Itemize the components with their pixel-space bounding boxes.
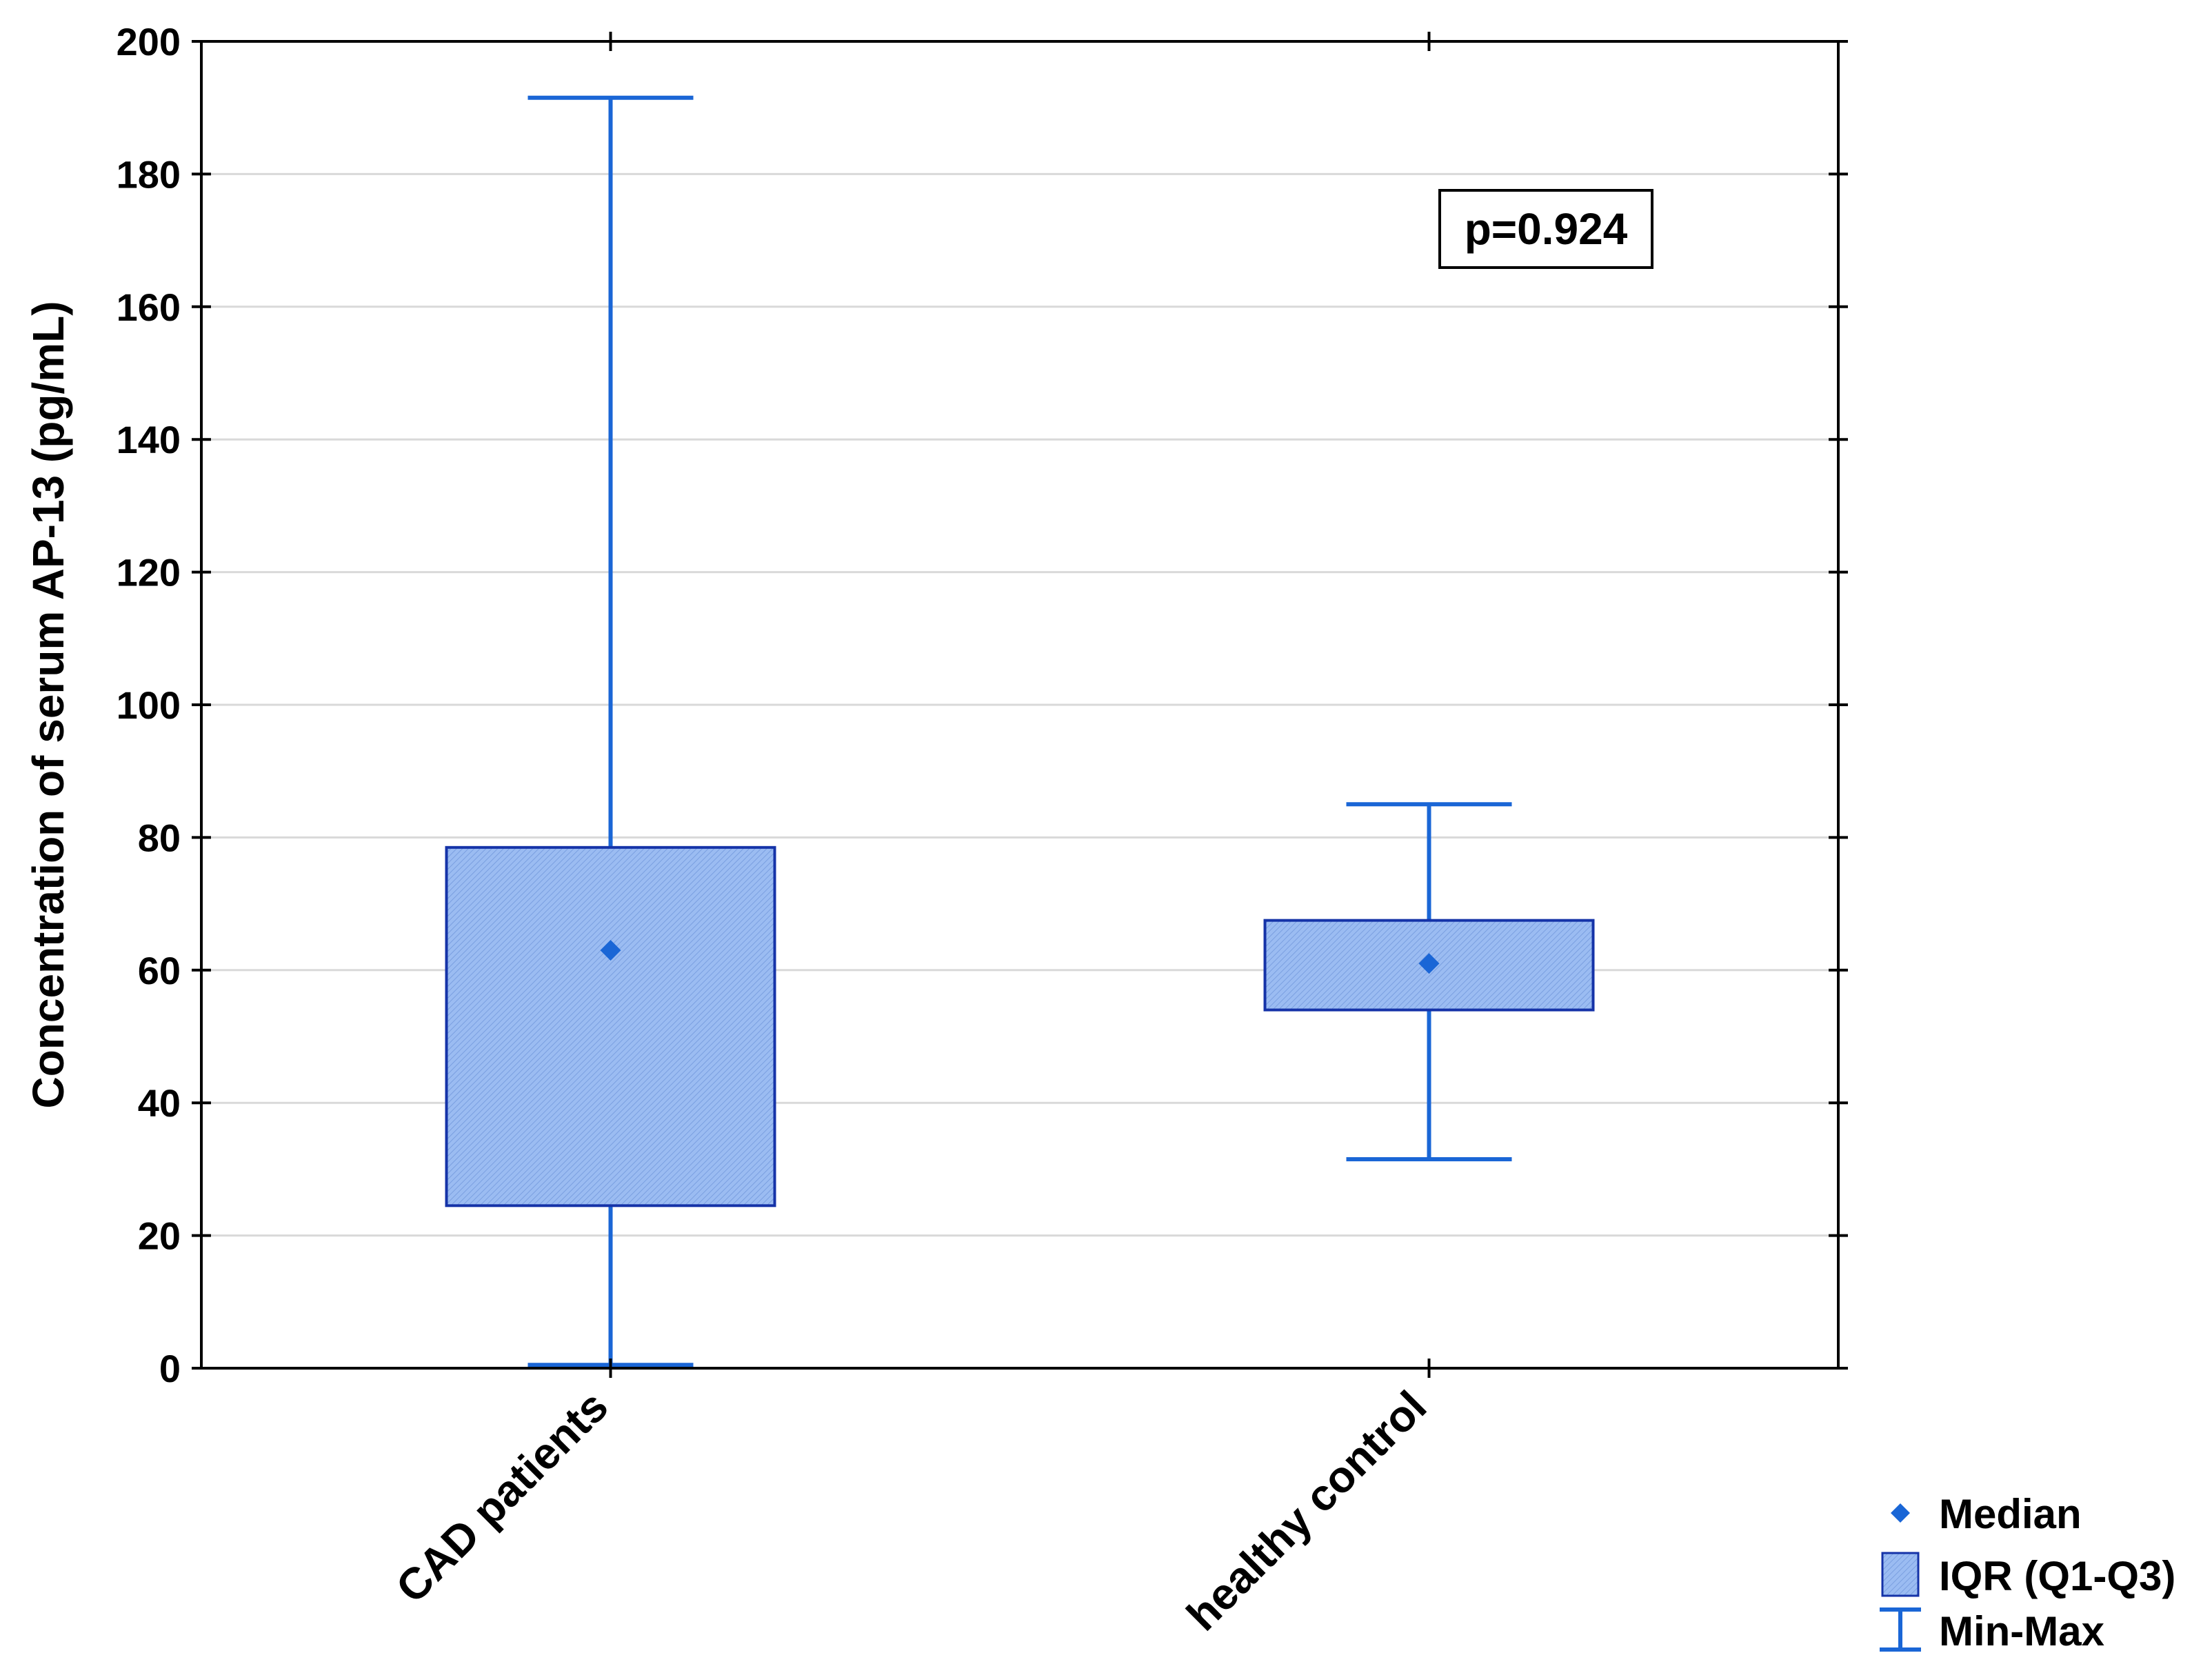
p-value-annotation: p=0.924: [1438, 189, 1653, 269]
legend-iqr-label: IQR (Q1-Q3): [1939, 1553, 2175, 1599]
y-tick-label-60: 60: [138, 949, 181, 992]
y-tick-label-40: 40: [138, 1081, 181, 1125]
x-category-label-0: CAD patients: [386, 1381, 617, 1612]
y-tick-label-0: 0: [159, 1347, 181, 1390]
legend: Median IQR (Q1-Q3) Min-Max: [1880, 1491, 2175, 1654]
legend-minmax-icon: [1880, 1607, 1921, 1652]
y-tick-label-160: 160: [117, 285, 181, 329]
box-group-0: [445, 95, 776, 1368]
legend-median-icon: [1891, 1503, 1910, 1523]
y-tick-label-120: 120: [117, 551, 181, 594]
y-tick-label-140: 140: [117, 418, 181, 461]
y-tick-label-80: 80: [138, 816, 181, 859]
legend-iqr-icon: [1881, 1552, 1920, 1597]
y-tick-label-200: 200: [117, 20, 181, 63]
x-category-label-1: healthy control: [1177, 1381, 1436, 1640]
median-marker-1: [1418, 953, 1440, 974]
y-tick-label-180: 180: [117, 152, 181, 196]
legend-minmax-label: Min-Max: [1939, 1608, 2104, 1654]
p-value-text: p=0.924: [1465, 204, 1628, 254]
median-marker-0: [600, 939, 621, 961]
box-group-1: [1263, 802, 1595, 1161]
iqr-box-0: [445, 845, 776, 1208]
boxes-layer: [445, 95, 1595, 1368]
y-tick-label-100: 100: [117, 683, 181, 727]
y-axis-label: Concentration of serum AP-13 (pg/mL): [23, 301, 73, 1108]
legend-median-label: Median: [1939, 1491, 2082, 1537]
y-tick-label-20: 20: [138, 1214, 181, 1258]
